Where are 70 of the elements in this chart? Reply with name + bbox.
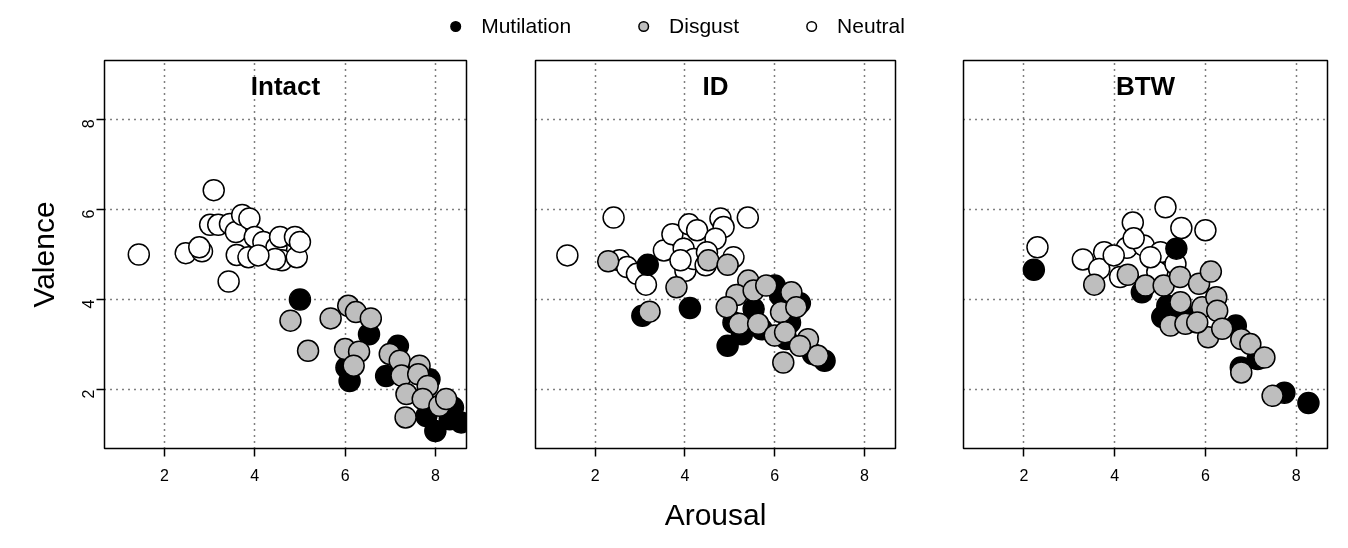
point bbox=[1253, 346, 1276, 369]
x-tick-label: 4 bbox=[1110, 466, 1120, 484]
point bbox=[754, 274, 778, 297]
point bbox=[634, 273, 658, 296]
x-axis-title: Arousal bbox=[664, 497, 767, 531]
x-tick-label: 4 bbox=[250, 466, 260, 484]
point bbox=[1102, 244, 1125, 267]
point bbox=[788, 334, 812, 358]
x-tick-label: 4 bbox=[680, 466, 690, 484]
x-tick-label: 2 bbox=[590, 466, 600, 484]
point bbox=[1154, 196, 1177, 219]
point bbox=[685, 218, 709, 242]
y-tick-label: 4 bbox=[80, 299, 98, 309]
point bbox=[772, 351, 795, 374]
point bbox=[1082, 273, 1106, 296]
point bbox=[1122, 227, 1145, 250]
point bbox=[1134, 274, 1157, 297]
x-tick-label: 6 bbox=[1200, 466, 1210, 484]
point bbox=[1239, 332, 1262, 356]
point bbox=[1230, 361, 1253, 384]
legend-label: Disgust bbox=[669, 14, 740, 38]
x-tick-label: 8 bbox=[1291, 466, 1301, 484]
point bbox=[1169, 290, 1192, 314]
point bbox=[1205, 299, 1229, 322]
x-tick-label: 8 bbox=[860, 466, 870, 484]
point bbox=[1297, 391, 1320, 415]
point bbox=[1210, 317, 1234, 340]
point bbox=[728, 312, 751, 336]
point bbox=[596, 250, 620, 273]
point bbox=[1026, 236, 1049, 259]
point bbox=[715, 295, 738, 319]
chart-title: BTW bbox=[1115, 70, 1176, 101]
point bbox=[1152, 274, 1175, 297]
y-tick-label: 2 bbox=[80, 389, 98, 399]
chart-title: Intact bbox=[250, 70, 321, 101]
point bbox=[602, 206, 625, 229]
x-tick-label: 6 bbox=[770, 466, 780, 484]
point bbox=[746, 312, 770, 336]
point bbox=[1185, 311, 1209, 334]
point bbox=[1116, 263, 1140, 286]
point bbox=[1022, 258, 1046, 282]
legend-label: Neutral bbox=[837, 14, 905, 38]
x-tick-label: 8 bbox=[430, 466, 440, 484]
point bbox=[773, 321, 797, 344]
point bbox=[665, 276, 688, 299]
y-axis-title: Valence bbox=[26, 201, 60, 308]
point bbox=[556, 244, 579, 267]
point bbox=[1139, 245, 1162, 269]
y-tick-label: 6 bbox=[80, 209, 98, 219]
x-tick-label: 2 bbox=[160, 466, 170, 484]
point bbox=[736, 206, 760, 229]
point bbox=[678, 296, 702, 320]
point bbox=[716, 334, 739, 358]
point bbox=[1199, 260, 1223, 283]
point bbox=[1194, 218, 1217, 242]
point bbox=[1261, 384, 1284, 408]
point bbox=[806, 344, 830, 368]
point bbox=[669, 249, 692, 272]
point bbox=[716, 253, 739, 277]
x-tick-label: 2 bbox=[1019, 466, 1029, 484]
point bbox=[1168, 265, 1192, 289]
legend-label: Mutilation bbox=[481, 14, 572, 38]
point bbox=[1165, 237, 1188, 260]
x-tick-label: 6 bbox=[340, 466, 350, 484]
chart-title: ID bbox=[702, 70, 729, 101]
point bbox=[697, 249, 720, 272]
point bbox=[1170, 216, 1193, 240]
point bbox=[636, 253, 659, 277]
point bbox=[638, 300, 661, 323]
y-tick-label: 8 bbox=[80, 119, 98, 129]
